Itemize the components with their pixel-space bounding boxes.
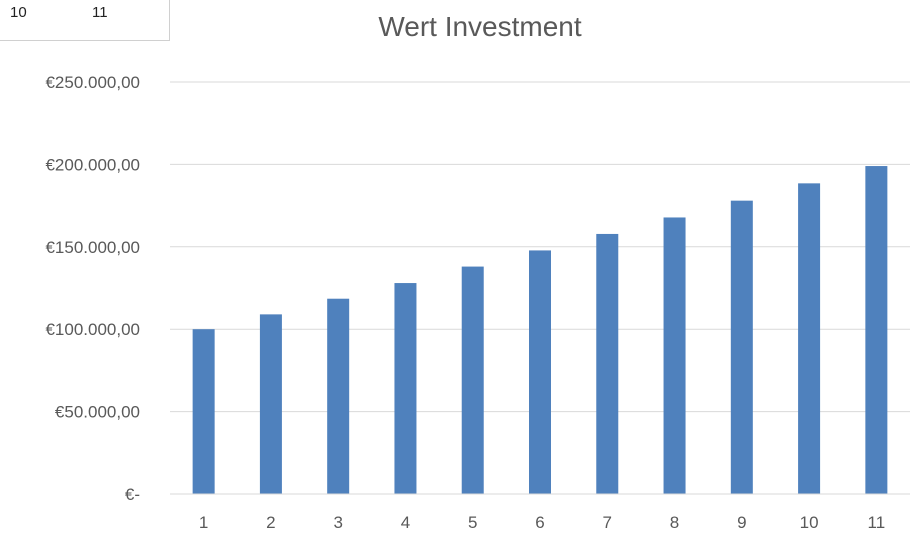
x-tick-label: 3 [333, 513, 342, 532]
x-tick-label: 6 [535, 513, 544, 532]
bar [192, 329, 215, 494]
bar [596, 233, 619, 494]
x-tick-label: 5 [468, 513, 477, 532]
bar [259, 314, 282, 494]
y-axis-labels: €- €50.000,00 €100.000,00 €150.000,00 €200.0… [45, 73, 140, 504]
y-tick-label: €- [125, 485, 140, 504]
bar [730, 200, 753, 494]
x-tick-label: 8 [670, 513, 679, 532]
bar [327, 298, 350, 494]
bar [529, 250, 551, 494]
y-tick-label: €200.000,00 [45, 155, 140, 174]
spreadsheet-fragment: 10 11 [0, 0, 170, 41]
bar [865, 166, 888, 494]
sheet-cell: 10 [10, 4, 27, 21]
x-tick-label: 7 [603, 513, 612, 532]
gridlines [170, 81, 910, 413]
sheet-cell: 11 [92, 4, 108, 21]
x-tick-label: 10 [800, 513, 819, 532]
x-tick-label: 1 [199, 513, 208, 532]
y-tick-label: €100.000,00 [45, 320, 140, 339]
y-tick-label: €50.000,00 [55, 403, 140, 422]
x-tick-label: 11 [868, 513, 886, 532]
bar-series [192, 166, 888, 495]
bar [461, 266, 484, 494]
bar [663, 217, 686, 494]
y-tick-label: €150.000,00 [45, 238, 140, 257]
x-tick-label: 9 [737, 513, 746, 532]
bar [394, 283, 417, 494]
y-tick-label: €250.000,00 [45, 73, 140, 92]
chart-title: Wert Investment [378, 11, 582, 42]
x-tick-label: 2 [266, 513, 275, 532]
x-axis-labels: 1 2 3 4 5 6 7 8 9 10 11 [199, 513, 885, 532]
x-tick-label: 4 [401, 513, 410, 532]
bar [798, 183, 821, 495]
